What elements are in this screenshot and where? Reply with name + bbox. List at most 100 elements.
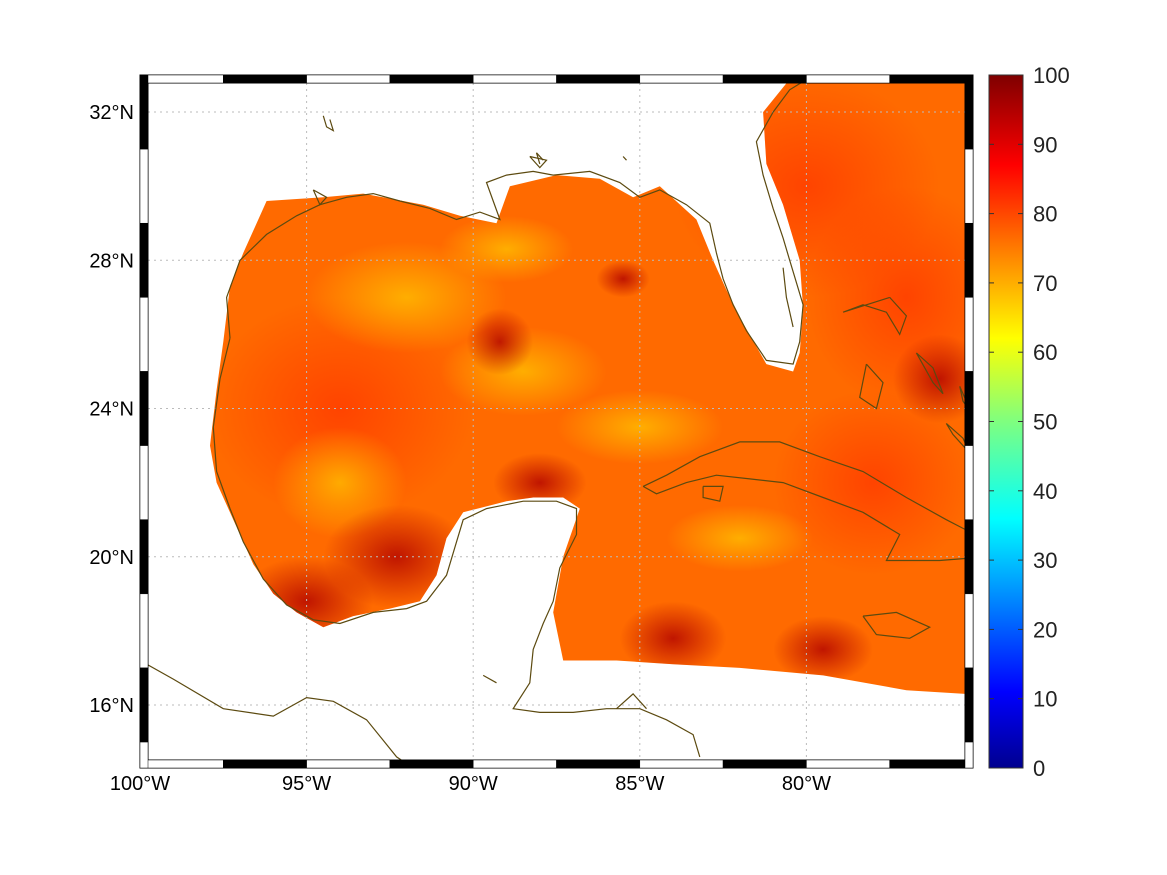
frame-segment [139, 741, 149, 769]
coastlines [148, 83, 965, 760]
frame-segment [139, 297, 149, 372]
coastline [945, 422, 965, 449]
frame-segment [389, 74, 474, 84]
frame-segment [964, 445, 974, 520]
frame-segment [639, 74, 724, 84]
field-texture [210, 83, 965, 683]
latitude-tick-labels: 32°N 28°N 24°N 20°N 16°N [89, 102, 134, 717]
frame-segment [964, 593, 974, 669]
frame-segment [472, 759, 557, 769]
data-field [210, 83, 965, 694]
frame-segment [806, 759, 890, 769]
coastline [915, 352, 944, 395]
frame-segment [139, 74, 224, 84]
lon-tick-label: 100°W [110, 773, 170, 795]
coastline [225, 83, 804, 365]
coastline [859, 363, 884, 410]
frame-segment [472, 74, 557, 84]
lon-tick-label: 80°W [782, 773, 831, 795]
frame-segment [306, 759, 391, 769]
field-spot [773, 616, 874, 683]
frame-segment [964, 371, 974, 446]
colorbar-tick-label: 90 [1033, 132, 1057, 157]
frame-segment [722, 759, 807, 769]
frame-segment [139, 148, 149, 224]
lat-tick-label: 24°N [89, 399, 134, 421]
frame-segment [139, 759, 224, 769]
coastline [482, 674, 497, 684]
field-spot [773, 390, 965, 576]
frame-segment [964, 519, 974, 595]
coastline [842, 296, 908, 336]
colorbar-tick-label: 10 [1033, 687, 1057, 712]
coastline [616, 693, 647, 710]
frame-segment [889, 759, 974, 769]
lat-tick-label: 16°N [89, 695, 134, 717]
coastline [322, 115, 335, 132]
colorbar-tick-label: 30 [1033, 548, 1057, 573]
field-spot [596, 260, 650, 298]
frame-segment [223, 74, 307, 84]
frame-segment [806, 74, 890, 84]
field-spot [666, 504, 814, 572]
field-spot [619, 601, 727, 676]
frame-segment [139, 519, 149, 595]
frame-segment [722, 74, 807, 84]
colorbar-tick-label: 70 [1033, 271, 1057, 296]
colorbar-gradient [988, 74, 1024, 769]
lat-tick-label: 28°N [89, 250, 134, 272]
coastline [148, 664, 403, 760]
frame-segment [139, 74, 149, 150]
coastline [642, 441, 965, 562]
colorbar-tick-label: 20 [1033, 617, 1057, 642]
frame-segment [389, 759, 474, 769]
coastline [312, 189, 328, 206]
frame-segment [556, 759, 641, 769]
map-frame [139, 74, 974, 769]
field-spot [210, 297, 474, 520]
longitude-tick-labels: 100°W 95°W 90°W 85°W 80°W [110, 773, 831, 795]
lat-tick-label: 20°N [89, 547, 134, 569]
frame-segment [964, 222, 974, 298]
frame-segment [964, 297, 974, 372]
frame-segment [964, 148, 974, 224]
frame-segment [139, 445, 149, 520]
gridlines [148, 83, 965, 760]
colorbar-tick-label: 40 [1033, 479, 1057, 504]
colorbar-tick-label: 80 [1033, 202, 1057, 227]
colorbar-tick-label: 50 [1033, 410, 1057, 435]
colorbar-tick-label: 0 [1033, 756, 1045, 781]
frame-segment [639, 759, 724, 769]
field-spot [466, 308, 534, 376]
field-spot [493, 453, 587, 513]
lon-tick-label: 90°W [449, 773, 498, 795]
frame-segment [556, 74, 641, 84]
frame-segment [889, 74, 974, 84]
coastline [782, 267, 794, 328]
frame-segment [139, 371, 149, 446]
frame-segment [306, 74, 391, 84]
coastline [212, 337, 701, 758]
frame-segment [964, 667, 974, 743]
lon-tick-label: 85°W [615, 773, 664, 795]
lon-tick-label: 95°W [282, 773, 331, 795]
lat-tick-label: 32°N [89, 102, 134, 124]
frame-segment [223, 759, 307, 769]
field-spot [439, 215, 574, 283]
coastline [622, 156, 627, 161]
colorbar-tick-label: 100 [1033, 63, 1070, 88]
coastline [862, 611, 932, 639]
frame-segment [139, 222, 149, 298]
colorbar-tick-label: 60 [1033, 340, 1057, 365]
frame-segment [964, 74, 974, 150]
coastline [959, 386, 965, 406]
coastline [702, 485, 724, 502]
field-spot [323, 504, 470, 609]
frame-segment [139, 593, 149, 669]
frame-segment [964, 741, 974, 769]
frame-segment [139, 667, 149, 743]
coastline [535, 152, 544, 165]
